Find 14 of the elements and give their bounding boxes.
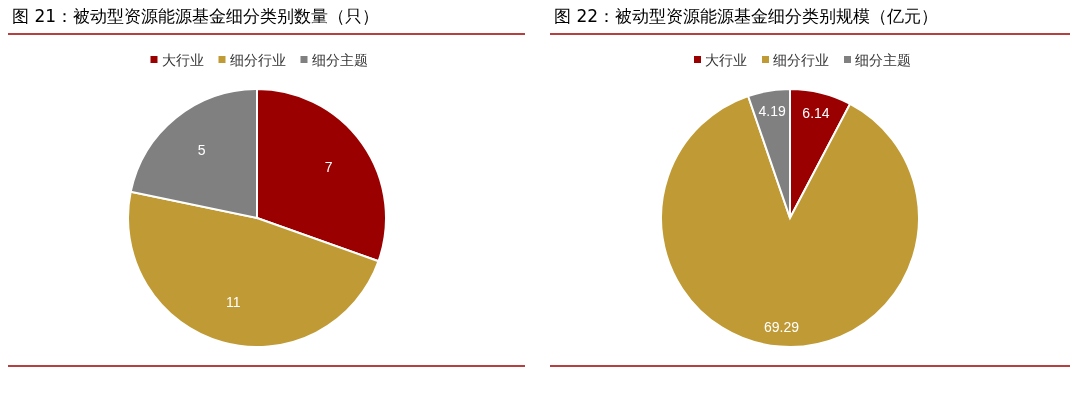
data-label: 69.29 <box>764 319 800 336</box>
data-label: 6.14 <box>802 104 830 121</box>
data-label: 7 <box>324 159 333 176</box>
legend-label: 细分行业 <box>773 52 829 68</box>
legend-label: 大行业 <box>705 52 747 68</box>
legend-label: 细分行业 <box>229 52 286 68</box>
chart-title: 图 21：被动型资源能源基金细分类别数量（只） <box>12 6 380 26</box>
legend-label: 细分主题 <box>311 52 368 68</box>
chart-title: 图 22：被动型资源能源基金细分类别规模（亿元） <box>554 6 939 26</box>
data-label: 5 <box>197 141 206 158</box>
data-label: 4.19 <box>758 103 786 120</box>
legend-label: 大行业 <box>161 52 204 68</box>
data-label: 11 <box>226 294 241 311</box>
legend-label: 细分主题 <box>855 52 911 68</box>
